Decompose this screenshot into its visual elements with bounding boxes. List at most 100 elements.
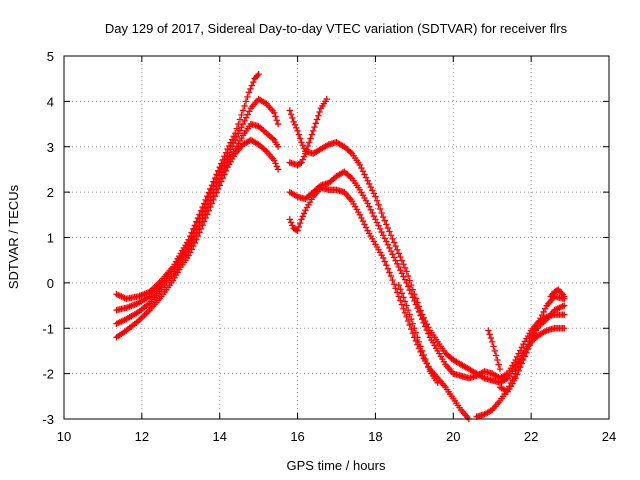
data-point-marker (248, 82, 256, 89)
data-point-marker (370, 190, 378, 197)
x-tick-labels: 10 12 14 16 18 20 22 24 (57, 429, 616, 444)
data-point-marker (213, 189, 220, 196)
data-point-marker (406, 286, 413, 294)
data-point-marker (387, 272, 395, 280)
x-tick-label: 18 (368, 429, 382, 444)
data-point-marker (384, 241, 392, 248)
y-tick-label: 0 (47, 276, 54, 291)
data-point-marker (295, 223, 303, 231)
data-point-marker (380, 254, 387, 262)
data-point-marker (515, 367, 522, 375)
data-point-marker (200, 218, 208, 225)
data-point-marker (420, 319, 427, 327)
data-point-marker (434, 379, 441, 386)
data-point-marker (370, 212, 378, 220)
data-point-marker (381, 258, 388, 265)
data-point-marker (239, 120, 247, 128)
data-point-marker (561, 311, 568, 318)
data-point-marker (491, 347, 499, 355)
data-point-marker (241, 117, 248, 125)
data-point-marker (485, 327, 492, 334)
data-point-marker (406, 321, 413, 329)
data-point-marker (531, 330, 538, 337)
data-point-marker (245, 89, 253, 96)
series-track-d (113, 136, 282, 341)
data-point-marker (408, 290, 415, 297)
data-point-marker (364, 177, 371, 184)
series-track-o (547, 286, 568, 300)
data-point-marker (408, 281, 415, 289)
data-point-marker (244, 111, 251, 118)
data-point-marker (420, 351, 427, 359)
data-point-marker (361, 221, 368, 228)
data-point-marker (518, 344, 525, 351)
data-point-marker (242, 98, 250, 105)
data-point-marker (294, 227, 301, 234)
data-point-marker (298, 216, 305, 223)
data-point-marker (250, 78, 257, 86)
data-point-marker (362, 174, 370, 181)
data-point-marker (204, 211, 211, 218)
data-point-marker (199, 222, 206, 229)
data-point-marker (221, 171, 228, 178)
data-point-marker (312, 120, 319, 127)
data-point-marker (311, 123, 318, 131)
data-point-marker (222, 167, 230, 174)
data-point-marker (383, 261, 390, 269)
data-point-marker (366, 180, 373, 188)
data-point-marker (397, 297, 404, 304)
data-point-marker (299, 213, 306, 220)
data-point-marker (238, 111, 245, 119)
data-point-marker (307, 135, 314, 142)
data-point-marker (520, 356, 527, 364)
data-point-marker (395, 293, 402, 300)
data-point-marker (376, 205, 384, 213)
data-point-marker (372, 216, 379, 223)
data-point-marker (398, 257, 406, 264)
data-point-marker (384, 224, 392, 232)
data-point-marker (300, 210, 308, 217)
data-point-marker (367, 206, 374, 214)
data-point-marker (196, 229, 203, 236)
data-point-marker (296, 160, 304, 167)
chart-grid (64, 56, 609, 419)
data-point-marker (392, 285, 399, 292)
data-point-marker (412, 329, 420, 336)
data-point-marker (408, 325, 415, 333)
data-point-marker (412, 301, 420, 308)
data-point-marker (274, 120, 282, 128)
data-point-marker (218, 178, 225, 185)
data-point-marker (308, 131, 316, 138)
data-point-marker (383, 238, 390, 245)
data-point-marker (247, 85, 254, 93)
data-point-marker (400, 305, 407, 312)
data-point-marker (202, 214, 209, 222)
data-point-marker (392, 257, 399, 264)
data-point-marker (309, 127, 317, 135)
data-point-marker (404, 306, 412, 314)
data-point-marker (216, 182, 223, 189)
data-point-marker (492, 352, 500, 359)
plot-area-border (63, 55, 610, 420)
data-point-marker (403, 268, 410, 275)
data-point-marker (239, 107, 247, 114)
y-tick-label: -2 (42, 367, 54, 382)
data-point-marker (395, 250, 402, 257)
data-point-marker (512, 374, 519, 382)
data-point-marker (298, 159, 305, 166)
data-point-marker (287, 219, 295, 226)
data-point-marker (376, 225, 384, 233)
y-tick-label: 1 (47, 231, 54, 246)
data-point-marker (386, 228, 393, 235)
data-point-marker (406, 311, 413, 318)
data-point-marker (395, 281, 402, 289)
data-point-marker (359, 217, 367, 225)
data-point-marker (489, 338, 496, 346)
data-point-marker (241, 102, 248, 110)
data-point-marker (384, 265, 392, 273)
y-axis-label: SDTVAR / TECUs (6, 184, 21, 289)
data-point-marker (289, 114, 296, 122)
data-point-marker (219, 174, 227, 182)
data-point-marker (358, 214, 365, 222)
